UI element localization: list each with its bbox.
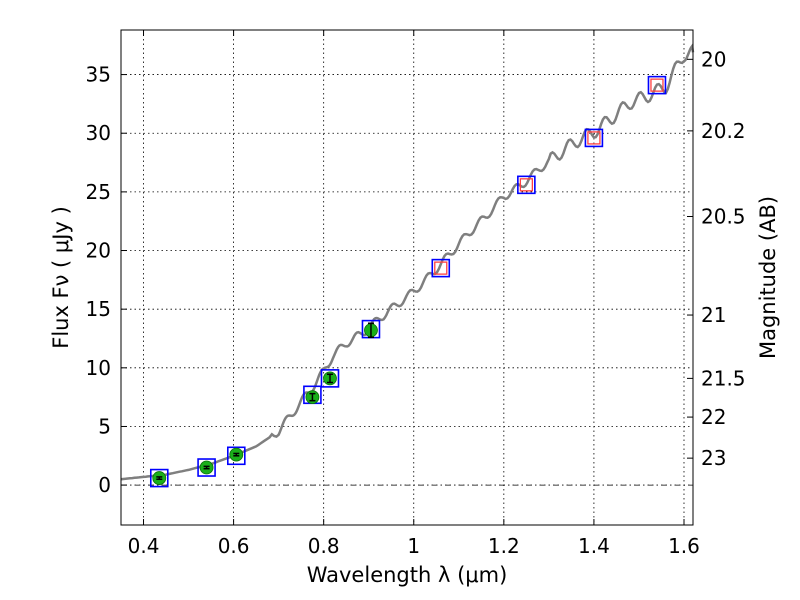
y-tick-label: 5 — [98, 414, 111, 438]
x-tick-label: 0.8 — [308, 534, 340, 558]
mag-tick-label: 20.5 — [701, 205, 746, 229]
axis-ticks: 0.4 0.6 0.8 1 1.2 1.4 1.6 0 5 10 15 20 25 30 35 20 20.2 2… — [86, 30, 746, 558]
mag-tick-label: 23 — [701, 446, 726, 470]
y2-axis-title: Magnitude (AB) — [756, 196, 780, 359]
blue-model-point — [517, 175, 536, 195]
grid-lines — [121, 30, 693, 525]
blue-model-point — [227, 446, 246, 466]
y-tick-label: 25 — [86, 180, 111, 204]
plot-frame — [120, 29, 694, 526]
y-tick-label: 35 — [86, 63, 111, 87]
y-tick-label: 10 — [86, 356, 111, 380]
red-model-point — [434, 261, 448, 275]
blue-model-point — [149, 468, 169, 488]
red-model-point — [650, 78, 664, 92]
mag-tick-label: 20 — [701, 47, 726, 71]
y-tick-label: 30 — [86, 121, 111, 145]
red-model-point — [519, 178, 534, 192]
x-tick-label: 1 — [407, 534, 420, 558]
model-spectrum-series — [120, 43, 695, 481]
mag-tick-label: 21 — [701, 303, 726, 327]
x-tick-label: 1.4 — [578, 534, 610, 558]
mag-tick-label: 20.2 — [701, 119, 746, 143]
mag-tick-label: 22 — [701, 405, 726, 429]
y-tick-label: 0 — [98, 473, 111, 497]
mag-tick-label: 21.5 — [701, 366, 746, 390]
blue-model-point — [647, 75, 667, 95]
blue-model-point — [197, 458, 216, 477]
y-axis-title: Flux Fν ( μJy ) — [49, 206, 73, 349]
x-axis-title: Wavelength λ (μm) — [307, 563, 508, 587]
y-tick-label: 15 — [86, 297, 111, 321]
x-tick-label: 1.2 — [488, 534, 520, 558]
photometry-points — [149, 75, 667, 488]
blue-model-point — [584, 128, 604, 148]
x-tick-label: 1.6 — [668, 534, 700, 558]
y-tick-label: 20 — [86, 239, 111, 263]
model-spectrum-line — [120, 43, 695, 481]
x-tick-label: 0.6 — [218, 534, 250, 558]
x-tick-label: 0.4 — [128, 534, 160, 558]
red-model-point — [587, 131, 601, 145]
blue-model-point — [431, 258, 451, 278]
blue-model-point — [320, 369, 340, 388]
